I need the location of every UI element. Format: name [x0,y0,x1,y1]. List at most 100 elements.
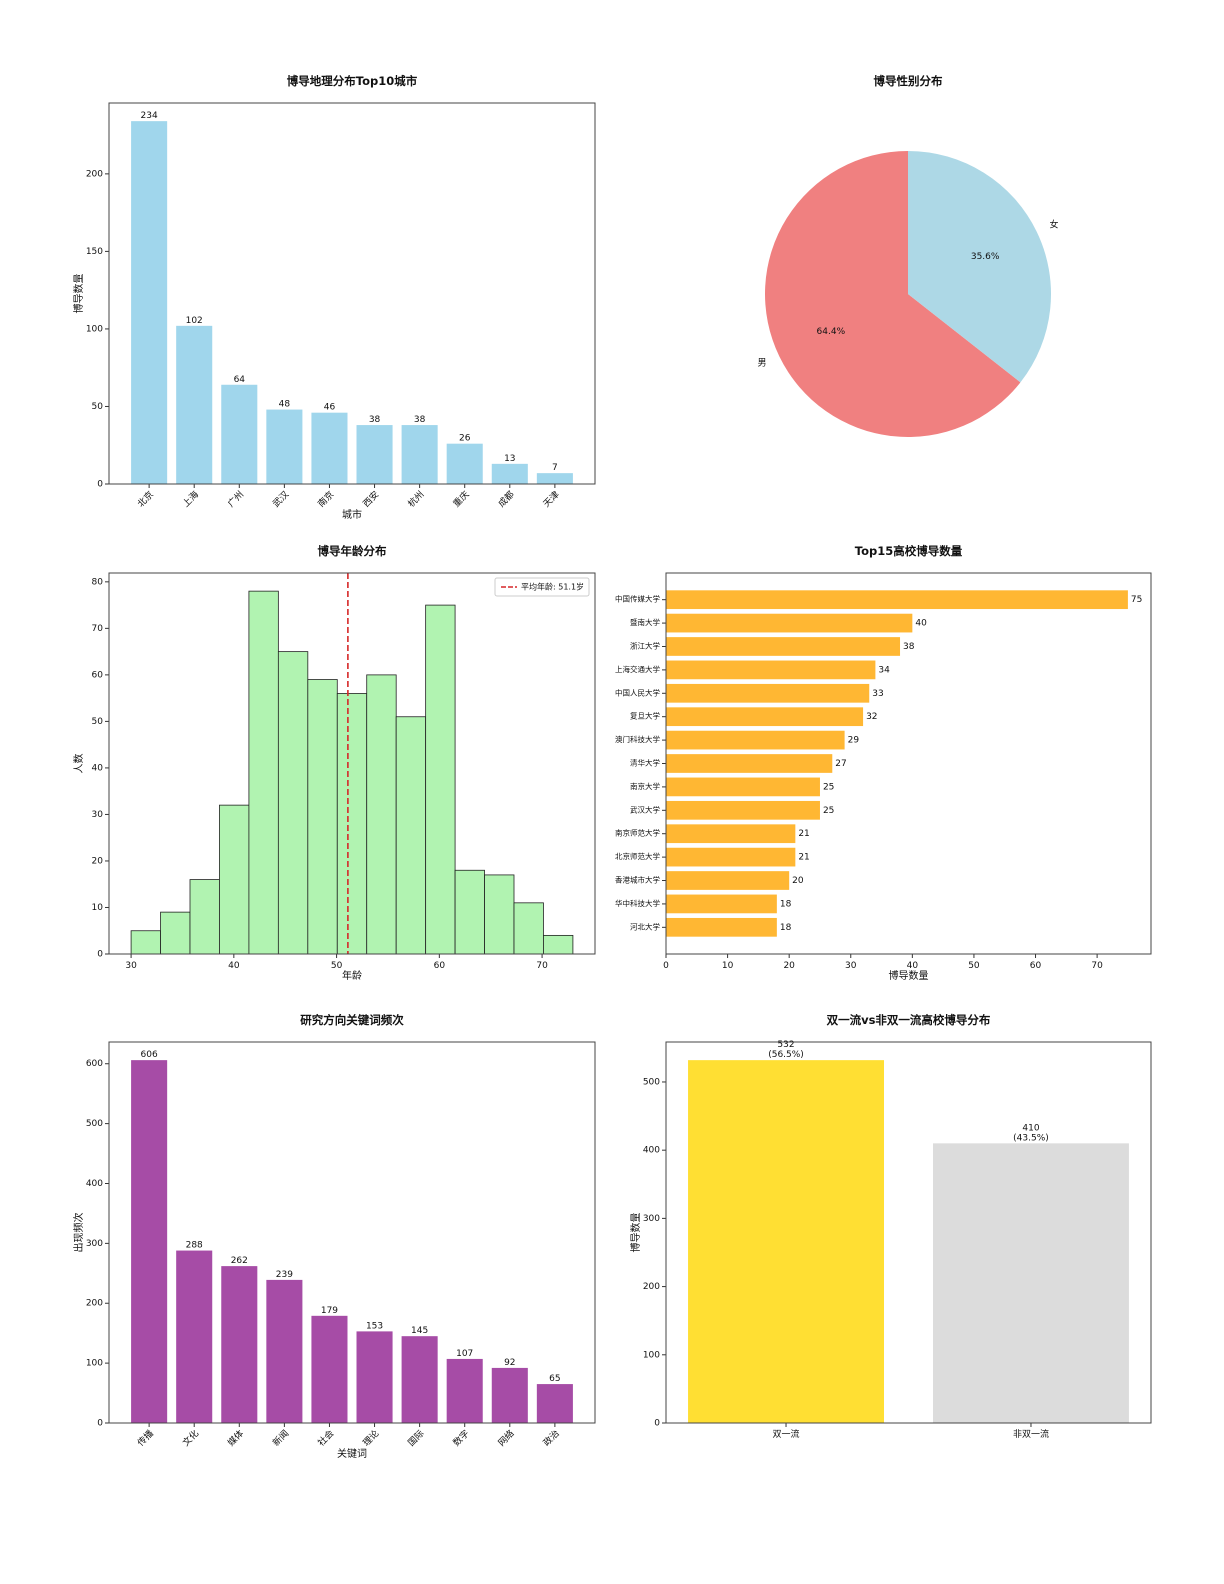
y-tick-label: 60 [92,670,104,680]
value-label: 34 [878,665,890,675]
x-tick-label: 杭州 [405,488,426,509]
x-tick-label: 新闻 [270,1427,291,1448]
x-tick-label: 政治 [541,1427,562,1448]
y-tick-label: 香港城市大学 [615,875,660,885]
bar [666,730,845,750]
value-label: 26 [459,434,471,444]
value-label: 13 [504,454,515,464]
bar [666,683,870,703]
pie-pct-label: 35.6% [971,252,1000,262]
bar [666,754,833,773]
y-tick-label: 中国人民大学 [615,687,660,697]
x-tick-label: 10 [722,961,734,971]
pie-pct-label: 64.4% [817,327,846,337]
value-label: 38 [369,415,381,425]
y-tick-label: 500 [86,1119,103,1129]
y-tick-label: 华中科技大学 [615,898,660,908]
y-tick-label: 400 [86,1179,103,1189]
y-tick-label: 清华大学 [630,758,660,768]
value-label: 262 [231,1256,248,1266]
y-tick-label: 0 [654,1419,660,1429]
bar [446,443,483,484]
bar [221,1266,258,1423]
y-tick-label: 100 [86,1359,103,1369]
y-tick-label: 上海交通大学 [615,664,660,674]
x-tick-label: 西安 [360,488,381,509]
value-label: 75 [1131,595,1142,605]
value-label: 64 [234,375,246,385]
bar [266,409,303,484]
value-label: 179 [321,1306,338,1316]
legend-label: 平均年龄: 51.1岁 [521,582,584,592]
y-tick-label: 南京大学 [630,781,660,791]
histogram-bar [366,674,397,955]
x-tick-label: 国际 [406,1428,427,1449]
axes-frame [665,572,1152,955]
x-tick-label: 70 [536,961,548,971]
axes-frame [108,102,596,485]
chart-title: 博导地理分布Top10城市 [287,74,418,88]
bar [266,1279,303,1423]
x-tick-label: 广州 [225,488,246,509]
y-tick-label: 40 [92,763,104,773]
x-tick-label: 成都 [495,488,516,509]
value-label: 33 [872,689,883,699]
axes-frame [665,1041,1152,1424]
x-tick-label: 武汉 [270,488,291,509]
axes-frame [108,1041,596,1424]
value-label: 27 [835,759,846,769]
bar [311,1315,348,1423]
bar [311,412,348,484]
value-label: 288 [186,1241,203,1251]
chart-title: 研究方向关键词频次 [300,1013,404,1027]
pie-label: 女 [1049,219,1058,231]
bar [536,473,573,484]
value-label: 38 [414,415,426,425]
y-tick-label: 300 [643,1214,660,1224]
value-label: 29 [848,736,860,746]
y-tick-label: 0 [97,480,103,490]
pie-slice [764,151,1021,438]
histogram-bar [513,902,544,955]
histogram-bar [160,911,191,955]
bar [356,1331,393,1423]
bar [401,425,438,484]
y-tick-label: 北京师范大学 [615,851,660,861]
histogram-bar [219,804,250,955]
bar [356,425,393,484]
histogram-bar [395,716,427,955]
value-label: 606 [141,1050,158,1060]
y-axis-label: 博导数量 [72,274,85,314]
x-tick-label: 50 [331,961,343,971]
y-tick-label: 200 [643,1282,660,1292]
value-label: 65 [549,1374,560,1384]
histogram-bar [277,651,309,955]
x-tick-label: 南京 [315,488,336,509]
y-tick-label: 暨南大学 [630,617,660,627]
y-tick-label: 200 [86,169,103,179]
histogram-bar [543,934,574,955]
y-tick-label: 80 [92,577,104,587]
pie-slice [908,151,1051,383]
y-axis-label: 博导数量 [629,1213,642,1253]
value-label: 107 [456,1349,473,1359]
bar [176,1250,213,1423]
x-tick-label: 50 [968,961,980,971]
value-label: 145 [411,1326,428,1336]
y-axis-label: 人数 [72,754,85,774]
y-tick-label: 500 [643,1077,660,1087]
y-tick-label: 中国传媒大学 [615,594,660,604]
x-tick-label: 双一流 [773,1428,800,1440]
bar [131,121,168,485]
value-label: 18 [780,923,792,933]
y-tick-label: 200 [86,1299,103,1309]
histogram-bar [484,874,515,955]
bar [491,1367,528,1423]
bar [666,800,820,820]
y-tick-label: 400 [643,1146,660,1156]
x-tick-label: 北京 [135,488,156,509]
value-label: 410 (43.5%) [1013,1123,1049,1143]
histogram-bar [248,590,279,955]
chart-title: 双一流vs非双一流高校博导分布 [826,1013,991,1027]
